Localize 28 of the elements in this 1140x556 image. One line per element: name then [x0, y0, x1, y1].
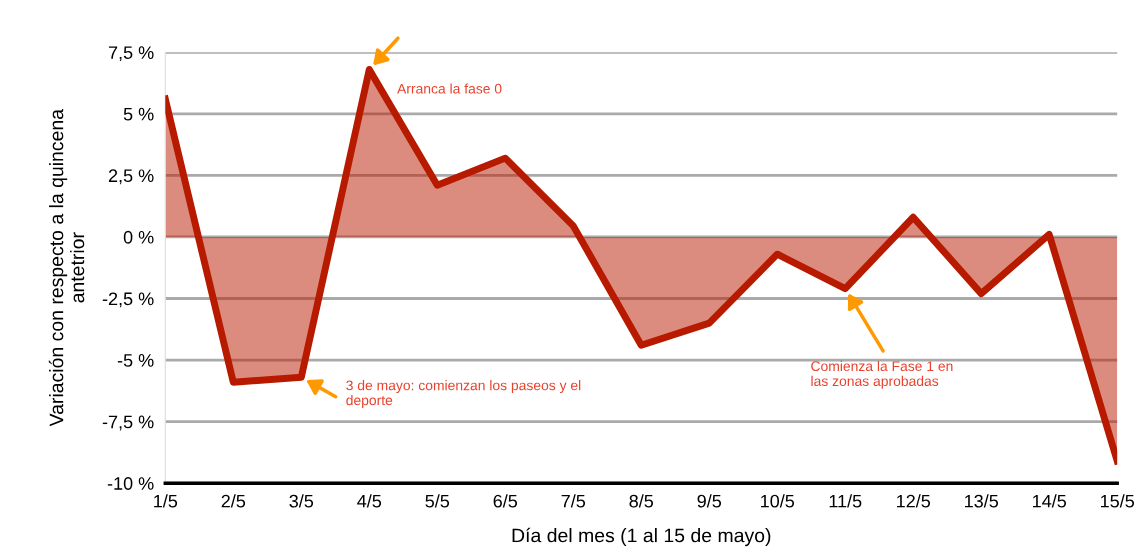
y-tick-label: 5 %: [123, 107, 154, 121]
annotation: 3 de mayo: comienzan los paseos y el deporte: [346, 380, 581, 408]
y-tick-label: 7,5 %: [108, 46, 154, 62]
x-tick-label: 11/5: [829, 494, 862, 508]
y-tick-label: 0 %: [123, 230, 154, 244]
x-tick-label: 2/5: [221, 494, 246, 508]
y-tick-label: -5 %: [117, 354, 154, 367]
x-tick-label: 14/5: [1033, 494, 1067, 508]
x-tick-label: 3/5: [289, 494, 314, 508]
x-tick-label: 4/5: [357, 494, 382, 508]
y-tick-label: -2,5 %: [102, 292, 154, 308]
y-tick-label: 2,5 %: [108, 169, 154, 185]
x-tick-label: 7/5: [561, 494, 586, 508]
x-tick-label: 10/5: [761, 494, 795, 508]
x-tick-label: 6/5: [493, 494, 518, 508]
x-tick-label: 13/5: [965, 494, 999, 508]
annotation: Arranca la fase 0: [397, 83, 502, 94]
annotation: Comienza la Fase 1 en las zonas aprobadas: [811, 360, 953, 389]
x-axis-title: Día del mes (1 al 15 de mayo): [512, 527, 771, 547]
x-tick-label: 9/5: [697, 494, 722, 508]
y-tick-label: -10 %: [107, 477, 154, 490]
x-tick-label: 15/5: [1101, 494, 1135, 508]
y-axis-title: Variación con respecto a la quincena antetrior: [48, 108, 85, 427]
x-tick-label: 1/5: [154, 494, 178, 508]
x-tick-label: 8/5: [629, 494, 654, 508]
x-tick-label: 12/5: [897, 494, 931, 508]
y-tick-label: -7,5 %: [102, 415, 154, 431]
x-tick-label: 5/5: [425, 494, 450, 508]
